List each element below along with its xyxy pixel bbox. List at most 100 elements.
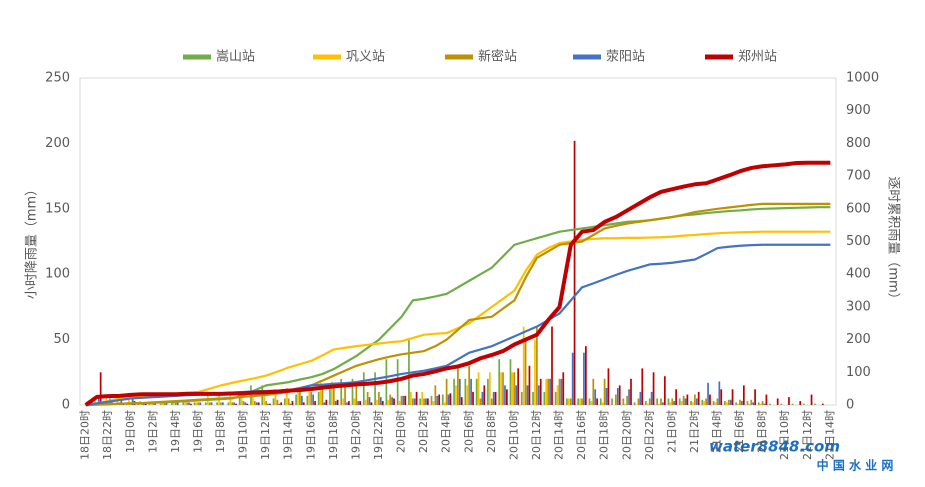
bar — [502, 372, 504, 405]
x-tick-label: 18日20时 — [79, 410, 92, 460]
bar — [285, 387, 288, 405]
bar — [662, 402, 664, 405]
legend-label: 荥阳站 — [606, 50, 645, 65]
bar — [184, 401, 187, 405]
bar — [231, 402, 234, 405]
bar — [455, 385, 457, 405]
x-tick-label: 20日10时 — [507, 410, 520, 460]
bar — [551, 326, 553, 405]
bar — [255, 402, 258, 405]
bar — [280, 402, 283, 405]
bar — [376, 399, 378, 405]
bar — [159, 403, 162, 405]
bar — [269, 403, 271, 405]
bar — [387, 399, 390, 405]
bar — [393, 398, 395, 405]
bar — [707, 382, 709, 405]
bar — [238, 391, 241, 405]
bar — [97, 398, 100, 405]
bar — [423, 398, 425, 405]
bar — [622, 398, 625, 405]
x-tick-label: 19日14时 — [282, 410, 295, 460]
bar — [366, 391, 369, 405]
bar — [359, 401, 362, 405]
bar — [663, 376, 666, 405]
y-tick-label: 0 — [62, 398, 70, 413]
bar — [652, 372, 655, 405]
bar — [675, 389, 677, 405]
bar — [735, 402, 738, 405]
bar — [131, 398, 134, 405]
x-tick-label: 21日8时 — [756, 410, 769, 453]
bar — [374, 372, 376, 405]
x-tick-label: 19日16时 — [304, 410, 317, 460]
bar — [364, 399, 367, 405]
bar — [310, 391, 313, 405]
bar — [470, 378, 472, 405]
bar — [549, 378, 551, 405]
bar — [411, 398, 414, 405]
bar — [637, 398, 640, 405]
x-tick-label: 21日2时 — [688, 410, 701, 453]
plot-frame — [79, 77, 837, 406]
bar — [396, 359, 399, 405]
bar — [737, 403, 739, 405]
bar — [754, 389, 756, 405]
bar — [658, 403, 660, 405]
bar — [235, 403, 237, 405]
bar — [204, 402, 207, 405]
bar — [148, 403, 151, 405]
bar — [483, 385, 486, 405]
bar — [283, 398, 286, 405]
bar — [669, 402, 672, 405]
bar — [329, 385, 331, 405]
bar — [427, 398, 429, 405]
bar — [220, 402, 222, 405]
watermark-brand: water8848.com — [709, 438, 840, 456]
x-tick-label: 20日18时 — [598, 410, 611, 460]
bar — [624, 403, 627, 405]
bar — [325, 399, 328, 405]
bar — [761, 401, 764, 405]
bar — [302, 402, 305, 405]
x-tick-label: 20日6时 — [462, 410, 475, 453]
bar — [263, 394, 266, 405]
legend-label: 郑州站 — [738, 50, 777, 65]
bar — [188, 402, 190, 405]
bar — [641, 368, 644, 405]
bar — [120, 398, 123, 405]
bar — [127, 398, 130, 405]
bar — [278, 403, 281, 405]
bar — [810, 394, 813, 405]
bar — [718, 381, 721, 405]
bar — [379, 397, 382, 405]
bar — [445, 378, 448, 405]
x-tick-label: 19日6时 — [191, 410, 204, 453]
bar — [186, 402, 188, 405]
bar — [532, 391, 534, 405]
bar — [765, 394, 768, 405]
bar — [391, 397, 393, 405]
bar — [353, 398, 356, 405]
bar — [346, 402, 348, 405]
bar — [487, 378, 489, 405]
bar — [590, 401, 593, 405]
bar — [434, 385, 437, 405]
bar — [479, 398, 482, 405]
x-tick-label: 19日0时 — [124, 410, 137, 453]
bar — [300, 395, 303, 405]
bar — [592, 378, 595, 405]
x-tick-label: 19日18时 — [327, 410, 340, 460]
bar — [419, 398, 422, 405]
bar — [404, 395, 407, 405]
x-tick-label: 19日22时 — [372, 410, 385, 460]
y2-tick-label: 500 — [846, 234, 871, 249]
bar — [174, 402, 177, 405]
bar — [240, 395, 243, 405]
bar — [137, 403, 139, 405]
bar — [449, 393, 452, 405]
bar — [492, 391, 495, 405]
bar — [193, 402, 196, 405]
x-tick-label: 20日20时 — [620, 410, 633, 460]
